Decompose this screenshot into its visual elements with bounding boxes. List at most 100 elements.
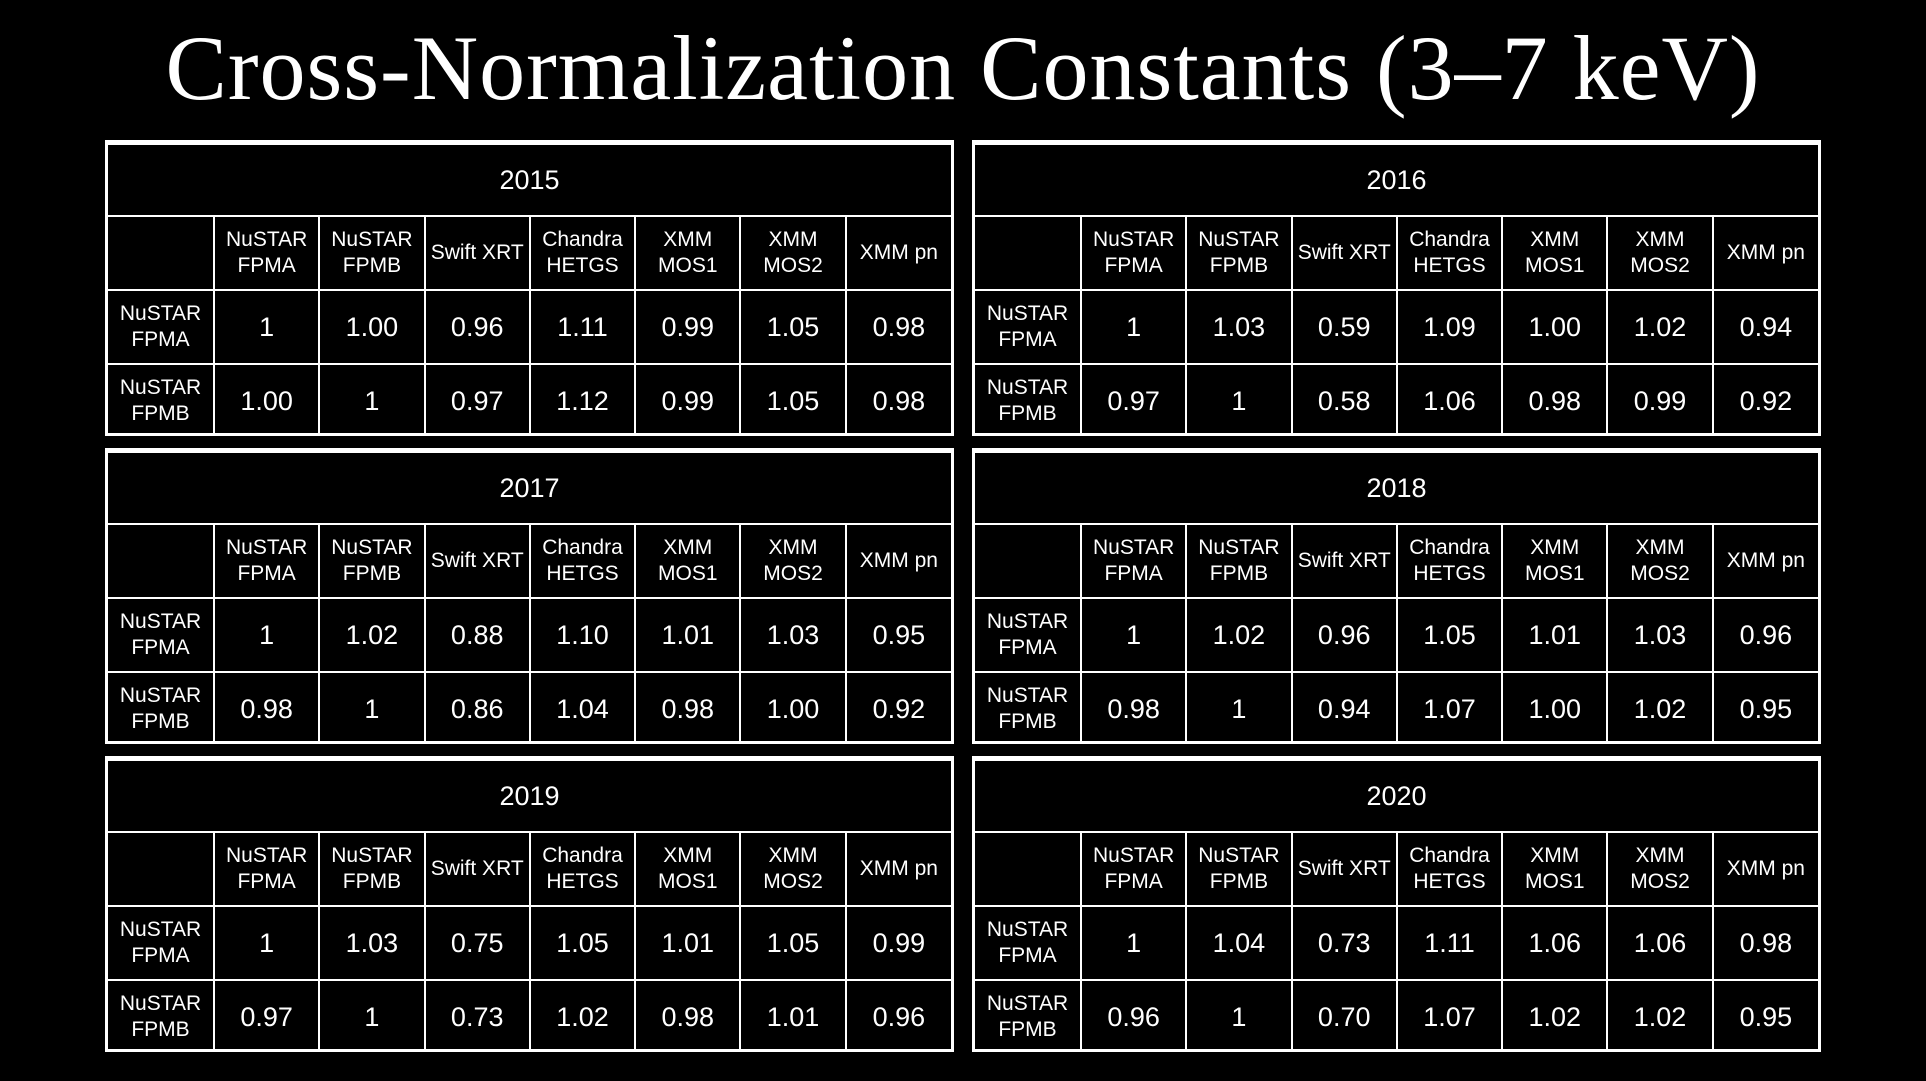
corner-cell	[108, 215, 215, 291]
column-header: NuSTAR FPMB	[318, 215, 426, 291]
value-cell: 0.75	[423, 905, 531, 981]
value-cell: 0.98	[1079, 671, 1188, 741]
value-cell: 1.03	[739, 597, 847, 673]
value-cell: 0.97	[423, 363, 531, 433]
value-cell: 1.05	[528, 905, 637, 981]
column-header: Swift XRT	[423, 523, 531, 599]
row-header: NuSTAR FPMB	[975, 671, 1082, 741]
cross-norm-table-2015: 2015 NuSTAR FPMA NuSTAR FPMB Swift XRT Chand…	[105, 140, 954, 436]
column-header: XMM MOS1	[1501, 215, 1609, 291]
table-row: NuSTAR FPMB 0.97 1 0.73 1.02 0.98 1.01 0.96	[108, 979, 951, 1049]
corner-cell	[108, 523, 215, 599]
column-header: Chandra HETGS	[1395, 215, 1504, 291]
value-cell: 0.92	[844, 671, 951, 741]
column-header: Swift XRT	[1290, 215, 1398, 291]
value-cell: 1.00	[739, 671, 847, 741]
column-header: XMM MOS2	[739, 215, 847, 291]
value-cell: 1.02	[1501, 979, 1609, 1049]
value-cell: 1.00	[1501, 289, 1609, 365]
page-title: Cross-Normalization Constants (3–7 keV)	[165, 17, 1761, 119]
table-year-heading: 2015	[108, 143, 951, 217]
cross-norm-table-2020: 2020 NuSTAR FPMA NuSTAR FPMB Swift XRT Chand…	[972, 756, 1821, 1052]
value-cell: 0.98	[212, 671, 321, 741]
table-row: NuSTAR FPMA 1 1.03 0.75 1.05 1.01 1.05 0.99	[108, 905, 951, 981]
value-cell: 1.03	[318, 905, 426, 981]
column-header: XMM pn	[1711, 831, 1818, 907]
column-header: XMM MOS1	[634, 831, 742, 907]
column-header: XMM pn	[844, 215, 951, 291]
value-cell: 1.05	[739, 905, 847, 981]
corner-cell	[108, 831, 215, 907]
column-header: NuSTAR FPMB	[318, 523, 426, 599]
value-cell: 1.00	[212, 363, 321, 433]
row-header: NuSTAR FPMA	[975, 289, 1082, 365]
value-cell: 0.97	[1079, 363, 1188, 433]
column-header: NuSTAR FPMB	[1185, 523, 1293, 599]
row-header: NuSTAR FPMA	[108, 289, 215, 365]
column-header: XMM pn	[1711, 215, 1818, 291]
value-cell: 0.98	[634, 979, 742, 1049]
value-cell: 1.03	[1606, 597, 1714, 673]
table-row: NuSTAR FPMA 1 1.00 0.96 1.11 0.99 1.05 0.98	[108, 289, 951, 365]
table-year-heading: 2018	[975, 451, 1818, 525]
cross-norm-table-2017: 2017 NuSTAR FPMA NuSTAR FPMB Swift XRT Chand…	[105, 448, 954, 744]
row-header: NuSTAR FPMB	[108, 363, 215, 433]
value-cell: 1	[1185, 979, 1293, 1049]
column-header: NuSTAR FPMA	[212, 215, 321, 291]
value-cell: 1	[212, 597, 321, 673]
value-cell: 1.02	[1606, 979, 1714, 1049]
table-row: NuSTAR FPMA 1 1.03 0.59 1.09 1.00 1.02 0.94	[975, 289, 1818, 365]
column-header: Swift XRT	[1290, 831, 1398, 907]
table-row: NuSTAR FPMB 0.98 1 0.86 1.04 0.98 1.00 0.92	[108, 671, 951, 741]
value-cell: 1.06	[1395, 363, 1504, 433]
cross-norm-table-2018: 2018 NuSTAR FPMA NuSTAR FPMB Swift XRT Chand…	[972, 448, 1821, 744]
value-cell: 1.05	[739, 289, 847, 365]
value-cell: 1	[318, 363, 426, 433]
value-cell: 1.09	[1395, 289, 1504, 365]
row-header: NuSTAR FPMA	[975, 597, 1082, 673]
column-header: NuSTAR FPMA	[212, 523, 321, 599]
value-cell: 1.00	[1501, 671, 1609, 741]
value-cell: 1.07	[1395, 979, 1504, 1049]
value-cell: 1.02	[1606, 671, 1714, 741]
table-year-heading: 2017	[108, 451, 951, 525]
column-header: Swift XRT	[1290, 523, 1398, 599]
value-cell: 1.02	[1606, 289, 1714, 365]
value-cell: 1.03	[1185, 289, 1293, 365]
table-row: NuSTAR FPMB 1.00 1 0.97 1.12 0.99 1.05 0.98	[108, 363, 951, 433]
value-cell: 0.96	[423, 289, 531, 365]
column-header: XMM MOS1	[1501, 831, 1609, 907]
value-cell: 0.88	[423, 597, 531, 673]
row-header: NuSTAR FPMA	[108, 905, 215, 981]
column-header: NuSTAR FPMA	[212, 831, 321, 907]
column-header: Swift XRT	[423, 215, 531, 291]
column-header: Swift XRT	[423, 831, 531, 907]
value-cell: 1	[318, 671, 426, 741]
column-header: Chandra HETGS	[1395, 831, 1504, 907]
value-cell: 0.98	[1501, 363, 1609, 433]
table-year-heading: 2016	[975, 143, 1818, 217]
value-cell: 0.96	[844, 979, 951, 1049]
value-cell: 1.05	[1395, 597, 1504, 673]
row-header: NuSTAR FPMA	[975, 905, 1082, 981]
value-cell: 1	[1079, 289, 1188, 365]
cross-norm-table: 2017 NuSTAR FPMA NuSTAR FPMB Swift XRT Chand…	[108, 451, 951, 741]
value-cell: 0.99	[634, 289, 742, 365]
row-header: NuSTAR FPMB	[108, 979, 215, 1049]
value-cell: 0.95	[844, 597, 951, 673]
value-cell: 1.05	[739, 363, 847, 433]
value-cell: 0.99	[1606, 363, 1714, 433]
value-cell: 1	[1185, 671, 1293, 741]
column-header: XMM pn	[844, 831, 951, 907]
column-header: NuSTAR FPMA	[1079, 523, 1188, 599]
value-cell: 1.01	[634, 905, 742, 981]
value-cell: 1	[318, 979, 426, 1049]
value-cell: 0.98	[1711, 905, 1818, 981]
table-year-heading: 2020	[975, 759, 1818, 833]
value-cell: 1.02	[528, 979, 637, 1049]
value-cell: 0.94	[1290, 671, 1398, 741]
column-header: NuSTAR FPMB	[1185, 831, 1293, 907]
column-header: XMM MOS1	[1501, 523, 1609, 599]
value-cell: 0.86	[423, 671, 531, 741]
value-cell: 0.96	[1711, 597, 1818, 673]
